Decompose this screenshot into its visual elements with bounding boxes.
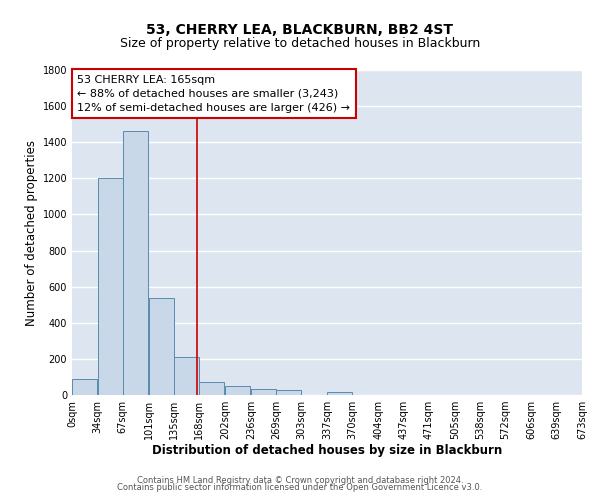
Text: Contains HM Land Registry data © Crown copyright and database right 2024.: Contains HM Land Registry data © Crown c… [137,476,463,485]
Bar [175,357,199,395]
Bar [149,298,173,395]
Text: 53 CHERRY LEA: 165sqm
← 88% of detached houses are smaller (3,243)
12% of semi-d: 53 CHERRY LEA: 165sqm ← 88% of detached … [77,75,350,113]
Bar [251,388,276,395]
Bar [199,382,224,395]
Y-axis label: Number of detached properties: Number of detached properties [25,140,38,326]
Bar [276,390,301,395]
Text: Contains public sector information licensed under the Open Government Licence v3: Contains public sector information licen… [118,484,482,492]
Bar [98,178,123,395]
X-axis label: Distribution of detached houses by size in Blackburn: Distribution of detached houses by size … [152,444,502,456]
Bar [72,379,97,395]
Bar [328,392,352,395]
Text: 53, CHERRY LEA, BLACKBURN, BB2 4ST: 53, CHERRY LEA, BLACKBURN, BB2 4ST [146,22,454,36]
Bar [123,132,148,395]
Bar [225,386,250,395]
Text: Size of property relative to detached houses in Blackburn: Size of property relative to detached ho… [120,38,480,51]
